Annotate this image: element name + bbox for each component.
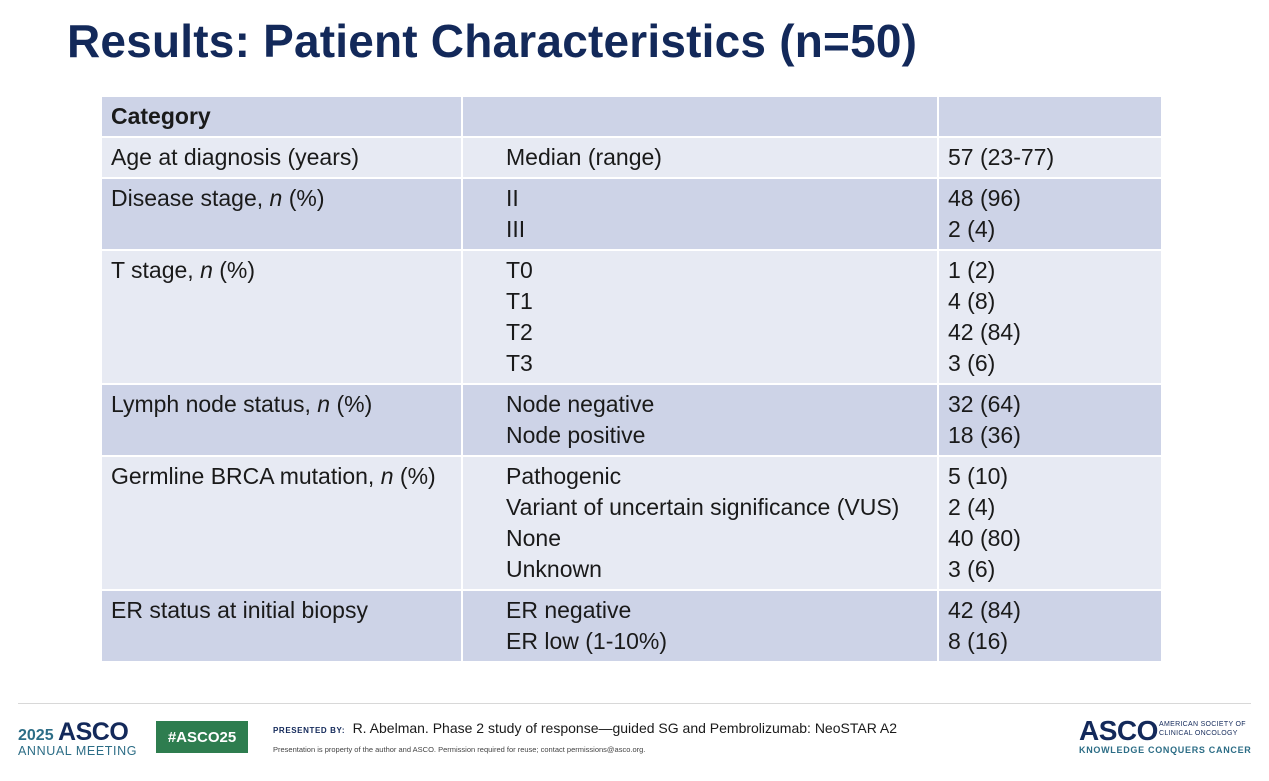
table-body: Age at diagnosis (years) Median (range) 57… [100,136,1163,663]
subcategory-label: III [506,216,526,242]
row-category: Age at diagnosis (years) [100,136,463,179]
value-cell: 3 (6) [948,350,996,376]
category-prefix: Disease stage, [111,185,270,211]
header-subcategory [461,95,939,138]
subcategory-label: T2 [506,319,533,345]
category-italic: n [200,257,213,283]
property-note: Presentation is property of the author a… [273,745,646,754]
subcategory-label: Unknown [506,556,602,582]
annual-meeting-logo: 2025 ASCO ANNUAL MEETING [18,718,137,758]
value-cell: 32 (64) [948,391,1021,417]
subcategory-label: T0 [506,257,533,283]
table-row: T stage, n (%) T0 T1 T2 T3 1 (2) 4 (8) 42 (84) 3… [100,249,1163,385]
row-subcategories: ER negative ER low (1-10%) [461,589,939,663]
table-row: Lymph node status, n (%) Node negative Nod… [100,383,1163,457]
subcategory-label: Node positive [506,422,646,448]
meeting-year: 2025 [18,727,54,744]
subcategory-label: T1 [506,288,533,314]
row-category: Disease stage, n (%) [100,177,463,251]
org-full-name: AMERICAN SOCIETY OF CLINICAL ONCOLOGY [1159,720,1246,738]
table-row: ER status at initial biopsy ER negative ER… [100,589,1163,663]
subcategory-label: Variant of uncertain significance (VUS) [506,494,900,520]
value-cell: 2 (4) [948,216,996,242]
presented-by-label: PRESENTED BY: [273,726,346,735]
category-label: ER status at initial biopsy [111,597,368,623]
row-subcategories: Node negative Node positive [461,383,939,457]
row-values: 48 (96) 2 (4) [937,177,1163,251]
org-name-line-2: CLINICAL ONCOLOGY [1159,730,1238,737]
value-cell: 2 (4) [948,494,996,520]
slide-title: Results: Patient Characteristics (n=50) [67,15,918,67]
category-suffix: (%) [282,185,325,211]
subcategory-label: ER negative [506,597,632,623]
value-cell: 1 (2) [948,257,996,283]
value-cell: 40 (80) [948,525,1021,551]
table-row: Disease stage, n (%) II III 48 (96) 2 (4) [100,177,1163,251]
table-row: Germline BRCA mutation, n (%) Pathogenic V… [100,455,1163,591]
row-subcategories: Pathogenic Variant of uncertain significa… [461,455,939,591]
org-logo-text: ASCO [1079,715,1158,746]
footer-divider [18,703,1251,704]
meeting-org: ASCO [58,718,129,746]
row-category: T stage, n (%) [100,249,463,385]
subcategory-label: ER low (1-10%) [506,628,668,654]
category-italic: n [317,391,331,417]
subcategory-label: None [506,525,561,551]
value-cell: 42 (84) [948,597,1021,623]
value-cell: 48 (96) [948,185,1021,211]
row-values: 32 (64) 18 (36) [937,383,1163,457]
value-cell: 57 (23-77) [948,144,1055,170]
row-subcategories: Median (range) [461,136,939,179]
subcategory-label: II [506,185,519,211]
meeting-name: ANNUAL MEETING [18,744,138,758]
category-prefix: Lymph node status, [111,391,318,417]
row-subcategories: II III [461,177,939,251]
table-header-row: Category [100,95,1163,138]
patient-characteristics-table: Category Age at diagnosis (years) Median … [100,95,1163,663]
category-suffix: (%) [330,391,373,417]
org-name-line-1: AMERICAN SOCIETY OF [1159,721,1246,728]
row-values: 1 (2) 4 (8) 42 (84) 3 (6) [937,249,1163,385]
row-values: 42 (84) 8 (16) [937,589,1163,663]
row-category: Lymph node status, n (%) [100,383,463,457]
row-values: 57 (23-77) [937,136,1163,179]
category-suffix: (%) [393,463,436,489]
value-cell: 4 (8) [948,288,996,314]
subcategory-label: Node negative [506,391,655,417]
value-cell: 42 (84) [948,319,1021,345]
header-value [937,95,1163,138]
value-cell: 3 (6) [948,556,996,582]
presenter-credit: PRESENTED BY: R. Abelman. Phase 2 study … [273,720,897,754]
value-cell: 5 (10) [948,463,1009,489]
category-suffix: (%) [212,257,256,283]
category-prefix: Germline BRCA mutation, [111,463,381,489]
category-prefix: T stage, [111,257,201,283]
subcategory-label: Median (range) [506,144,662,170]
row-subcategories: T0 T1 T2 T3 [461,249,939,385]
presented-by-text: R. Abelman. Phase 2 study of response—gu… [352,720,898,736]
row-values: 5 (10) 2 (4) 40 (80) 3 (6) [937,455,1163,591]
category-italic: n [269,185,283,211]
value-cell: 18 (36) [948,422,1021,448]
subcategory-label: T3 [506,350,533,376]
category-label: Age at diagnosis (years) [111,144,360,170]
subcategory-label: Pathogenic [506,463,622,489]
hashtag-badge: #ASCO25 [156,721,248,753]
table-row: Age at diagnosis (years) Median (range) 57… [100,136,1163,179]
value-cell: 8 (16) [948,628,1009,654]
asco-logo: ASCO AMERICAN SOCIETY OF CLINICAL ONCOLO… [1079,715,1252,756]
header-category: Category [100,95,463,138]
row-category: Germline BRCA mutation, n (%) [100,455,463,591]
category-italic: n [380,463,394,489]
row-category: ER status at initial biopsy [100,589,463,663]
org-tagline: KNOWLEDGE CONQUERS CANCER [1079,745,1252,755]
